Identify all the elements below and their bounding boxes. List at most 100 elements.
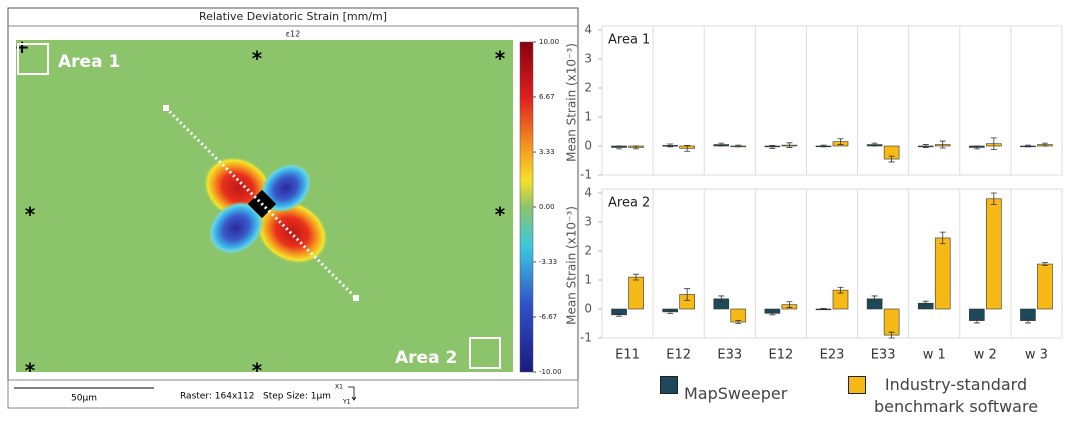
x-tick-label: E33 — [717, 348, 742, 363]
bar — [628, 276, 644, 310]
x-tick-label: w 3 — [1025, 348, 1048, 363]
x-tick-label: E11 — [615, 348, 640, 363]
y-tick-label: -1 — [580, 331, 592, 345]
error-bar — [786, 301, 793, 308]
error-bar — [1041, 142, 1048, 147]
raster: Raster: 164x112 — [180, 392, 254, 402]
error-bar — [735, 320, 742, 324]
colorbar-label: 10.00 — [539, 38, 559, 46]
error-bar — [718, 295, 725, 303]
marker: + — [14, 37, 29, 58]
error-bar — [939, 140, 946, 149]
error-bar — [684, 145, 691, 152]
error-bar — [1024, 144, 1031, 148]
colorbar-label: -6.67 — [539, 313, 557, 321]
y-axis-label: Mean Strain (x10⁻³) — [565, 206, 579, 325]
component: ε12 — [286, 30, 301, 39]
bar — [883, 308, 900, 336]
y-tick-label: 4 — [584, 186, 592, 200]
error-bar — [973, 317, 980, 324]
y-axis-label: Mean Strain (x10⁻³) — [565, 43, 579, 162]
error-bar — [718, 142, 725, 147]
strain-lobe — [208, 201, 264, 255]
area-label: Area 1 — [58, 52, 120, 72]
error-bar — [616, 145, 623, 150]
y-tick-label: 3 — [584, 215, 592, 229]
area-label: Area 2 — [395, 348, 457, 368]
error-bar — [769, 145, 776, 149]
colorbar-label: -3.33 — [539, 258, 557, 266]
x-tick-label: w 2 — [974, 348, 997, 363]
error-bar — [922, 144, 929, 148]
footer — [7, 379, 579, 409]
x-tick-label: E33 — [871, 348, 896, 363]
colorbar — [519, 41, 534, 373]
y-tick-label: 2 — [584, 81, 592, 95]
y-tick-label: 1 — [584, 273, 592, 287]
marker: * — [25, 359, 36, 383]
map-title: Relative Deviatoric Strain [mm/m] — [199, 10, 387, 23]
marker: * — [25, 203, 36, 227]
error-bar — [820, 308, 827, 310]
legend-label: Industry-standard benchmark software — [873, 375, 1039, 416]
x-tick-label: E23 — [820, 348, 845, 363]
strain-lobe — [260, 163, 312, 213]
legend-swatch — [660, 376, 678, 394]
error-bar — [1024, 317, 1031, 324]
error-bar — [888, 331, 895, 339]
panel-label: Area 2 — [608, 196, 650, 211]
error-bar — [820, 144, 827, 148]
y-tick-label: 3 — [584, 52, 592, 66]
error-bar — [667, 310, 674, 314]
x-tick-label: E12 — [769, 348, 794, 363]
error-bar — [786, 142, 793, 148]
axis-x: X1 — [335, 384, 343, 391]
bar — [730, 308, 747, 323]
error-bar — [633, 145, 640, 150]
marker: * — [252, 359, 263, 383]
y-tick-label: 2 — [584, 244, 592, 258]
error-bar — [633, 273, 640, 281]
marker: * — [495, 203, 506, 227]
error-bar — [871, 295, 878, 303]
error-bar — [837, 138, 844, 145]
error-bar — [990, 137, 997, 150]
y-tick-label: 4 — [584, 23, 592, 37]
marker: * — [252, 47, 263, 71]
error-bar — [939, 231, 946, 245]
axis-arrows — [348, 386, 357, 401]
error-bar — [769, 311, 776, 316]
error-bar — [735, 144, 742, 148]
profile-end — [163, 105, 169, 111]
plot-frame — [601, 25, 1063, 176]
colorbar-label: 6.67 — [539, 93, 555, 101]
plot-frame — [601, 188, 1063, 339]
colorbar-label: 0.00 — [539, 203, 555, 211]
bar — [1037, 263, 1053, 310]
bar — [986, 198, 1002, 310]
error-bar — [888, 155, 895, 163]
scale-label: 50µm — [71, 394, 97, 404]
y-tick-label: 1 — [584, 110, 592, 124]
y-tick-label: 0 — [584, 302, 592, 316]
x-tick-label: E12 — [666, 348, 691, 363]
colorbar-label: -10.00 — [539, 368, 562, 376]
y-tick-label: 0 — [584, 139, 592, 153]
legend-swatch — [848, 376, 866, 394]
profile-end — [353, 295, 359, 301]
error-bar — [684, 288, 691, 301]
panel-label: Area 1 — [608, 33, 650, 48]
colorbar-label: 3.33 — [539, 148, 555, 156]
marker: * — [495, 47, 506, 71]
markers: * * * * * * + — [14, 37, 505, 383]
legend-label: MapSweeper — [684, 384, 788, 403]
area-box — [17, 43, 49, 75]
axis-y: Y1 — [342, 399, 351, 406]
error-bar — [667, 143, 674, 148]
bar — [934, 237, 951, 310]
x-tick-label: w 1 — [923, 348, 946, 363]
colorbar-ticks: 10.00 6.67 3.33 0.00 -3.33 -6.67 -10.00 — [533, 38, 562, 376]
y-tick-label: -1 — [580, 168, 592, 182]
error-bar — [973, 145, 980, 150]
